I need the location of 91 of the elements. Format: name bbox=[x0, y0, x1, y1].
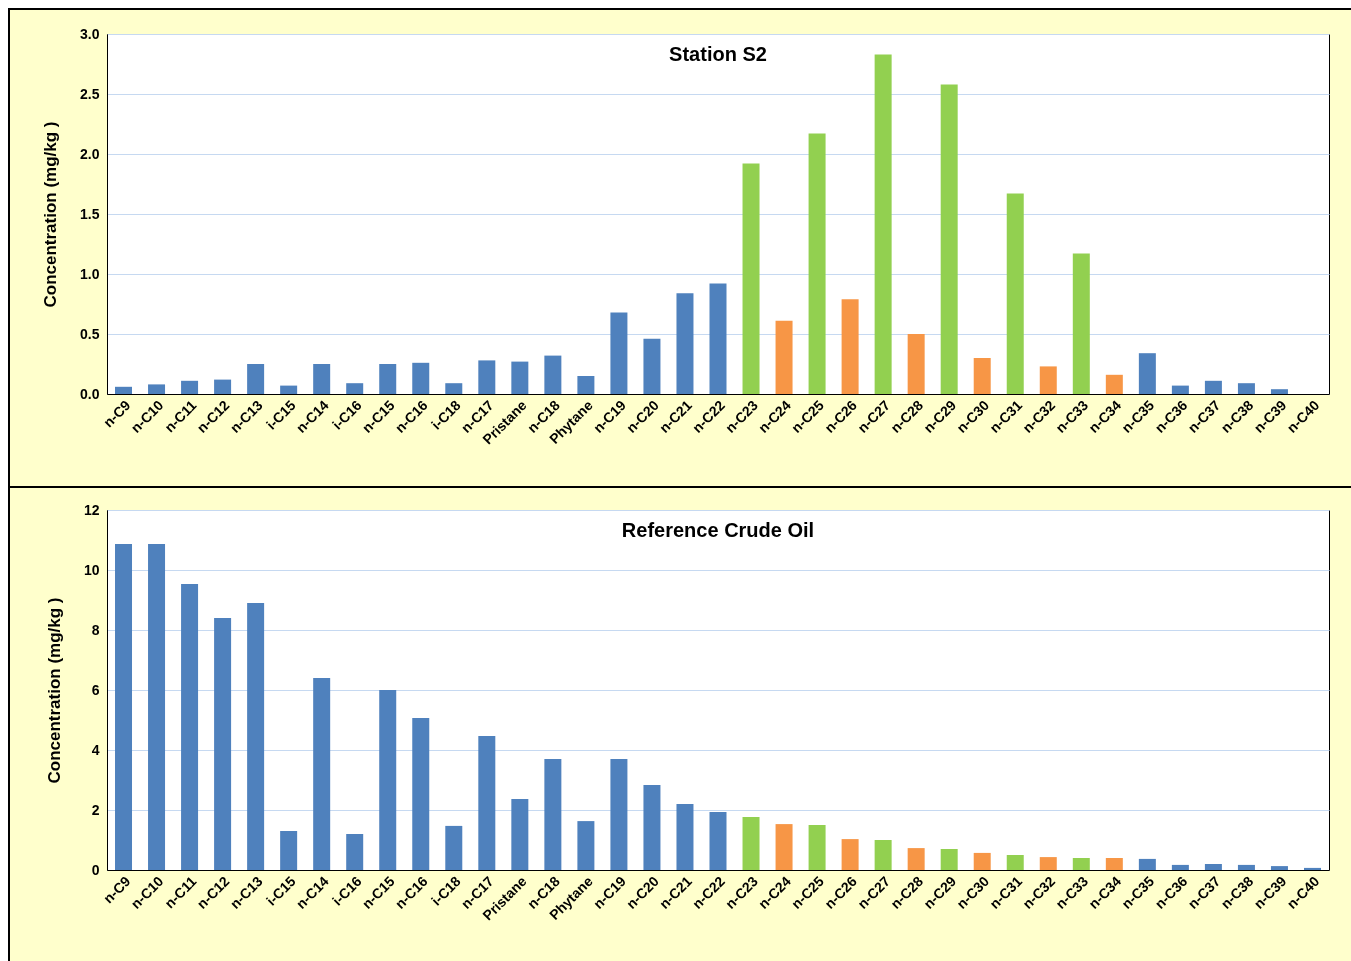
bar bbox=[643, 785, 661, 870]
bar bbox=[940, 849, 958, 870]
y-tick-label: 0.5 bbox=[80, 325, 100, 342]
chart-title: Reference Crude Oil bbox=[621, 519, 815, 541]
y-tick-label: 0.0 bbox=[80, 385, 100, 402]
y-axis-title: Concentration (mg/kg ) bbox=[44, 597, 64, 784]
bar bbox=[346, 834, 364, 870]
bar bbox=[676, 804, 694, 870]
y-tick-label: 3.0 bbox=[80, 25, 100, 42]
bar bbox=[1303, 867, 1321, 870]
y-tick-label: 2.0 bbox=[80, 145, 100, 162]
y-tick-label: 8 bbox=[91, 621, 100, 638]
bar bbox=[445, 383, 463, 394]
bar bbox=[1072, 253, 1090, 394]
bar bbox=[148, 384, 166, 394]
bar bbox=[445, 825, 463, 870]
bar bbox=[1072, 858, 1090, 870]
y-axis-title: Concentration (mg/kg ) bbox=[41, 121, 61, 308]
bar bbox=[544, 355, 562, 394]
bar bbox=[676, 293, 694, 394]
bar bbox=[775, 824, 793, 870]
bar bbox=[775, 320, 793, 394]
bar bbox=[874, 840, 892, 870]
chart-title: Station S2 bbox=[669, 43, 767, 65]
y-tick-label: 1.0 bbox=[80, 265, 100, 282]
bar bbox=[214, 618, 232, 870]
y-tick-label: 2.5 bbox=[80, 85, 100, 102]
y-tick-label: 2 bbox=[91, 801, 100, 818]
bar bbox=[808, 133, 826, 394]
bar bbox=[742, 816, 760, 870]
bar bbox=[841, 839, 859, 870]
bar bbox=[511, 798, 529, 870]
bar bbox=[940, 84, 958, 394]
bar bbox=[973, 852, 991, 870]
y-tick-label: 0 bbox=[91, 861, 100, 878]
bar bbox=[379, 364, 397, 394]
bar bbox=[544, 759, 562, 870]
bar bbox=[1237, 383, 1255, 394]
bar bbox=[115, 386, 133, 394]
bar bbox=[907, 848, 925, 870]
bar bbox=[478, 360, 496, 394]
bar bbox=[412, 362, 430, 394]
bar bbox=[313, 678, 331, 870]
y-tick-label: 6 bbox=[91, 681, 100, 698]
bar bbox=[181, 380, 199, 394]
bar bbox=[379, 690, 397, 870]
bar bbox=[1105, 374, 1123, 394]
bar bbox=[280, 385, 298, 394]
bar bbox=[1039, 366, 1057, 394]
bar bbox=[1171, 864, 1189, 870]
bar bbox=[181, 584, 199, 870]
bar bbox=[313, 364, 331, 394]
bar bbox=[247, 603, 265, 870]
bar bbox=[907, 334, 925, 394]
bar bbox=[478, 735, 496, 870]
bar bbox=[610, 312, 628, 394]
bar bbox=[1006, 193, 1024, 394]
bar bbox=[577, 376, 595, 394]
bar bbox=[1237, 864, 1255, 870]
bar bbox=[412, 717, 430, 870]
bar bbox=[1204, 864, 1222, 870]
bar bbox=[808, 825, 826, 870]
bar bbox=[280, 831, 298, 870]
bar bbox=[874, 54, 892, 394]
bar bbox=[1138, 353, 1156, 394]
bar bbox=[148, 543, 166, 870]
bar bbox=[709, 283, 727, 394]
bar bbox=[577, 821, 595, 870]
y-tick-label: 10 bbox=[83, 561, 100, 578]
y-tick-label: 12 bbox=[83, 501, 100, 518]
bar bbox=[1105, 858, 1123, 870]
bar bbox=[610, 759, 628, 870]
bar bbox=[346, 383, 364, 394]
bar bbox=[247, 364, 265, 394]
bar bbox=[709, 812, 727, 870]
bar bbox=[973, 358, 991, 394]
bar bbox=[511, 361, 529, 394]
bar bbox=[742, 163, 760, 394]
bar bbox=[1138, 858, 1156, 870]
bar bbox=[1270, 389, 1288, 394]
bar bbox=[841, 299, 859, 394]
bar bbox=[1006, 855, 1024, 870]
bar bbox=[1270, 866, 1288, 870]
bar bbox=[643, 338, 661, 394]
bar bbox=[115, 543, 133, 870]
bar bbox=[214, 379, 232, 394]
bar bbox=[1039, 857, 1057, 870]
y-tick-label: 4 bbox=[91, 741, 100, 758]
bar bbox=[1204, 380, 1222, 394]
y-tick-label: 1.5 bbox=[80, 205, 100, 222]
bar bbox=[1171, 385, 1189, 394]
